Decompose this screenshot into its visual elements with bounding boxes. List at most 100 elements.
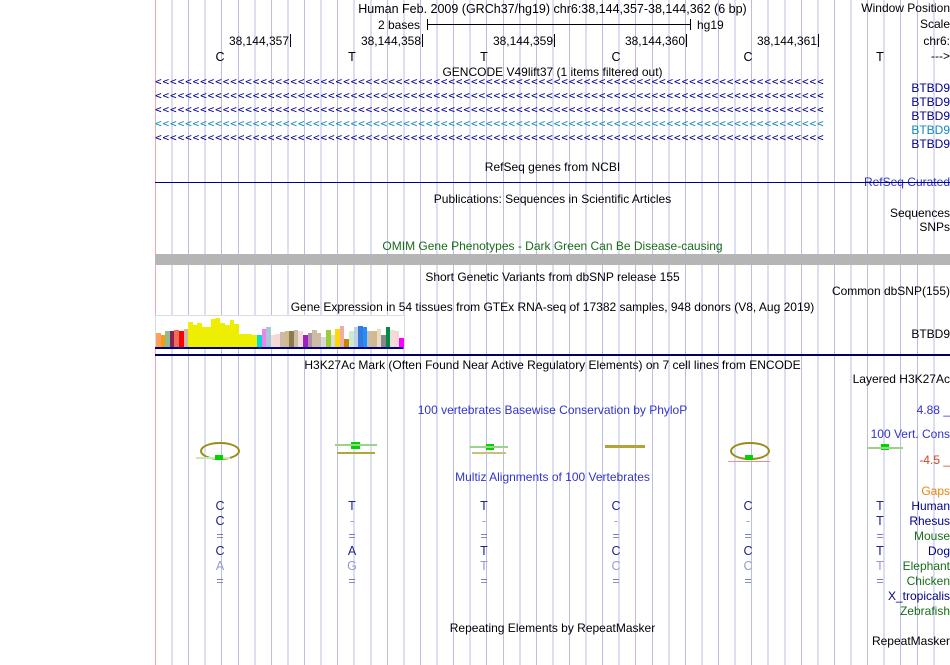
- assembly-position-title[interactable]: Human Feb. 2009 (GRCh37/hg19) chr6:38,14…: [358, 2, 747, 16]
- gtex-bar: [376, 328, 382, 349]
- gtex-bar: [224, 324, 230, 349]
- common-dbsnp-label[interactable]: Common dbSNP(155): [831, 284, 950, 298]
- gene-row-0[interactable]: BTBD9 <<<<<<<<<<<<<<<<<<<<<<<<<<<<<<<<<<…: [0, 75, 950, 95]
- publications-track-title[interactable]: Publications: Sequences in Scientific Ar…: [433, 192, 672, 206]
- species-row-rhesus[interactable]: Rhesus: [0, 515, 950, 528]
- gene-row-3[interactable]: BTBD9 <<<<<<<<<<<<<<<<<<<<<<<<<<<<<<<<<<…: [0, 117, 950, 137]
- conservation-label[interactable]: 100 Vert. Cons: [870, 427, 950, 441]
- multiz-base-c2-r2: =: [480, 529, 488, 543]
- conservation-track-title[interactable]: 100 vertebrates Basewise Conservation by…: [417, 403, 688, 417]
- gene-arrows-1[interactable]: <<<<<<<<<<<<<<<<<<<<<<<<<<<<<<<<<<<<<<<<…: [155, 89, 950, 107]
- multiz-base-c4-r3: C: [743, 544, 753, 558]
- species-label-elephant[interactable]: Elephant: [902, 559, 950, 573]
- refseq-row[interactable]: RefSeq Curated: [0, 176, 950, 190]
- multiz-base-c1-r3: A: [347, 544, 357, 558]
- gene-label-btbd9-4[interactable]: BTBD9: [911, 137, 950, 151]
- multiz-base-c5-r5: =: [876, 574, 884, 588]
- layered-h3k27ac-label[interactable]: Layered H3K27Ac: [852, 372, 950, 386]
- scale-label: Scale: [919, 17, 950, 31]
- gtex-bar: [321, 337, 326, 349]
- species-label-zebrafish[interactable]: Zebrafish: [899, 604, 950, 618]
- gene-label-btbd9-3[interactable]: BTBD9: [911, 123, 950, 137]
- gtex-label-row[interactable]: BTBD9: [0, 328, 950, 342]
- ruler-row[interactable]: chr6: 38,144,357 38,144,358 38,144,359 3…: [0, 34, 950, 50]
- snps-label[interactable]: SNPs: [919, 220, 950, 234]
- repeatmasker-row[interactable]: RepeatMasker: [0, 635, 950, 649]
- species-row-human[interactable]: Human: [0, 500, 950, 513]
- gtex-gene-label[interactable]: BTBD9: [911, 327, 950, 341]
- species-label-rhesus[interactable]: Rhesus: [909, 514, 950, 528]
- gtex-bar: [160, 335, 166, 349]
- refseq-track-title[interactable]: RefSeq genes from NCBI: [484, 160, 621, 174]
- dbsnp-row[interactable]: Common dbSNP(155): [0, 285, 950, 299]
- gtex-bar: [197, 322, 202, 349]
- conservation-label-row[interactable]: 100 Vert. Cons: [0, 428, 950, 442]
- repeatmasker-label[interactable]: RepeatMasker: [871, 634, 950, 648]
- gtex-bar: [266, 326, 271, 349]
- multiz-base-c0-r0: C: [215, 499, 225, 513]
- species-row-chicken[interactable]: Chicken: [0, 575, 950, 588]
- base-letter-5: T: [876, 50, 884, 64]
- gtex-bar: [390, 329, 395, 349]
- omim-track-title[interactable]: OMIM Gene Phenotypes - Dark Green Can Be…: [382, 239, 723, 253]
- multiz-track-title[interactable]: Multiz Alignments of 100 Vertebrates: [455, 470, 650, 484]
- species-label-human[interactable]: Human: [911, 499, 950, 513]
- gene-row-2[interactable]: BTBD9 <<<<<<<<<<<<<<<<<<<<<<<<<<<<<<<<<<…: [0, 103, 950, 123]
- omim-gene-feature[interactable]: [155, 254, 950, 265]
- gtex-bar: [362, 326, 368, 349]
- gtex-bar: [229, 319, 235, 349]
- omim-row[interactable]: OMIM Genes: [0, 254, 950, 268]
- gene-arrows-4[interactable]: <<<<<<<<<<<<<<<<<<<<<<<<<<<<<<<<<<<<<<<<…: [155, 131, 950, 149]
- gtex-bar: [335, 328, 340, 349]
- species-label-mouse[interactable]: Mouse: [913, 529, 950, 543]
- gtex-bar: [220, 322, 225, 349]
- ruler-tick-2: [554, 34, 555, 47]
- species-row-elephant[interactable]: Elephant: [0, 560, 950, 573]
- repeatmasker-track-title[interactable]: Repeating Elements by RepeatMasker: [449, 621, 656, 635]
- publications-sequences-row[interactable]: Sequences: [0, 207, 950, 221]
- gtex-expression-chart[interactable]: [155, 315, 405, 349]
- species-row-zebrafish[interactable]: Zebrafish: [0, 605, 950, 618]
- scale-assembly-label: hg19: [697, 18, 724, 32]
- gene-label-btbd9-1[interactable]: BTBD9: [911, 95, 950, 109]
- gtex-bar: [169, 330, 175, 349]
- sequences-label[interactable]: Sequences: [889, 206, 950, 220]
- ruler-tick-1: [422, 34, 423, 47]
- species-row-dog[interactable]: Dog: [0, 545, 950, 558]
- gene-row-1[interactable]: BTBD9 <<<<<<<<<<<<<<<<<<<<<<<<<<<<<<<<<<…: [0, 89, 950, 109]
- species-row-mouse[interactable]: Mouse: [0, 530, 950, 543]
- gtex-bar: [270, 334, 276, 349]
- gencode-track-title[interactable]: GENCODE V49lift37 (1 items filtered out): [442, 65, 663, 79]
- publications-snps-row[interactable]: SNPs: [0, 221, 950, 235]
- multiz-base-c3-r0: C: [611, 499, 621, 513]
- multiz-base-c1-r5: =: [348, 574, 356, 588]
- gtex-bar: [261, 328, 267, 349]
- gaps-label[interactable]: Gaps: [921, 484, 950, 498]
- gtex-track-title[interactable]: Gene Expression in 54 tissues from GTEx …: [290, 300, 815, 314]
- gtex-baseline-axis: [155, 347, 403, 349]
- dbsnp-track-title[interactable]: Short Genetic Variants from dbSNP releas…: [425, 270, 680, 284]
- gene-label-btbd9-0[interactable]: BTBD9: [911, 81, 950, 95]
- gene-arrows-0[interactable]: <<<<<<<<<<<<<<<<<<<<<<<<<<<<<<<<<<<<<<<<…: [155, 75, 950, 93]
- gene-row-4[interactable]: BTBD9 <<<<<<<<<<<<<<<<<<<<<<<<<<<<<<<<<<…: [0, 131, 950, 151]
- gaps-row[interactable]: Gaps: [0, 485, 950, 498]
- conservation-axis-min-row: -4.5 _: [0, 454, 950, 468]
- species-row-xtropicalis[interactable]: X_tropicalis: [0, 590, 950, 603]
- gtex-bar: [293, 329, 299, 349]
- species-label-dog[interactable]: Dog: [927, 544, 950, 558]
- gene-strand-arrows-0: <<<<<<<<<<<<<<<<<<<<<<<<<<<<<<<<<<<<<<<<…: [155, 75, 825, 88]
- multiz-base-c2-r5: =: [480, 574, 488, 588]
- gtex-bar: [371, 330, 377, 349]
- refseq-feature-line[interactable]: [155, 182, 950, 183]
- species-label-chicken[interactable]: Chicken: [906, 574, 950, 588]
- h3k27ac-row[interactable]: Layered H3K27Ac: [0, 373, 950, 387]
- conservation-plot[interactable]: [155, 404, 950, 464]
- gtex-bar: [312, 329, 317, 349]
- gene-strand-arrows-2: <<<<<<<<<<<<<<<<<<<<<<<<<<<<<<<<<<<<<<<<…: [155, 103, 825, 116]
- gene-arrows-2[interactable]: <<<<<<<<<<<<<<<<<<<<<<<<<<<<<<<<<<<<<<<<…: [155, 103, 950, 121]
- h3k27ac-track-title[interactable]: H3K27Ac Mark (Often Found Near Active Re…: [304, 358, 801, 372]
- gene-arrows-3[interactable]: <<<<<<<<<<<<<<<<<<<<<<<<<<<<<<<<<<<<<<<<…: [155, 117, 950, 135]
- gene-label-btbd9-2[interactable]: BTBD9: [911, 109, 950, 123]
- species-label-x-tropicalis[interactable]: X_tropicalis: [887, 589, 950, 603]
